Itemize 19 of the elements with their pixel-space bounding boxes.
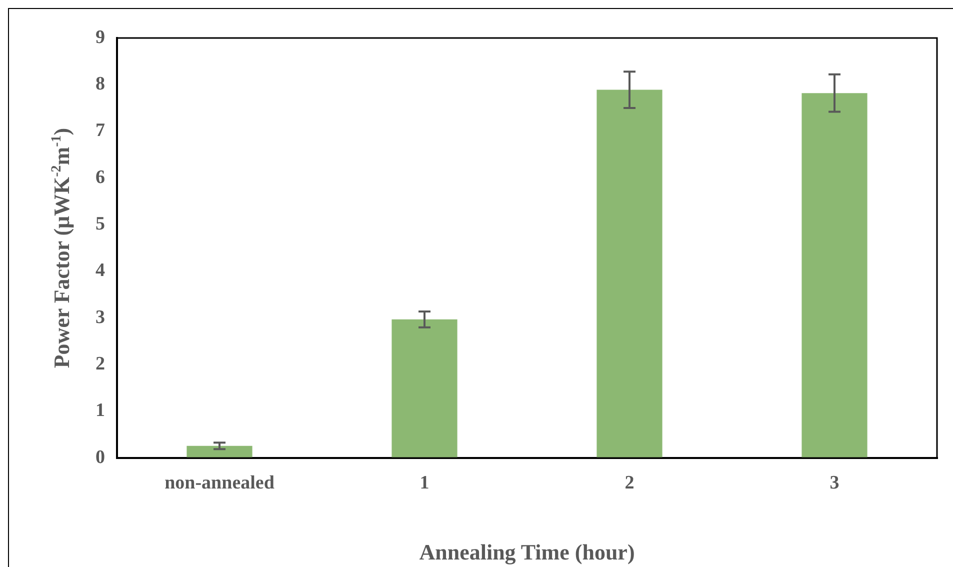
- x-axis-title: Annealing Time (hour): [419, 539, 635, 564]
- bar: [596, 90, 662, 458]
- x-tick-label: non-annealed: [164, 472, 275, 494]
- y-tick-label: 3: [96, 306, 105, 328]
- y-tick-label: 0: [96, 446, 105, 468]
- y-tick-label: 6: [96, 166, 105, 188]
- y-tick-label: 5: [96, 214, 105, 235]
- y-tick-label: 4: [96, 260, 106, 282]
- y-tick-label: 2: [96, 354, 105, 375]
- x-tick-label: 1: [420, 472, 430, 494]
- bar: [186, 446, 252, 458]
- bar: [802, 93, 868, 458]
- y-tick-label: 9: [96, 26, 105, 48]
- y-tick-label: 1: [96, 400, 105, 422]
- x-tick-label: 2: [624, 472, 634, 494]
- bar: [392, 319, 458, 458]
- y-tick-label: 8: [96, 74, 105, 95]
- x-tick-label: 3: [830, 472, 840, 494]
- y-tick-label: 7: [96, 120, 106, 142]
